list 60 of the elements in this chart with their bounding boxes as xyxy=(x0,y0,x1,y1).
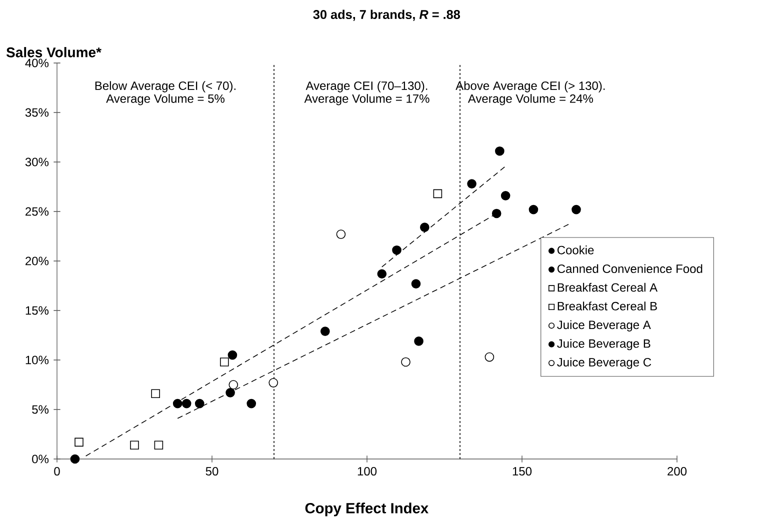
point xyxy=(172,398,182,408)
legend-label: Breakfast Cereal A xyxy=(558,282,658,292)
point xyxy=(246,398,256,408)
point xyxy=(495,146,504,156)
point xyxy=(377,269,387,279)
legend-label: Juice Beverage B xyxy=(557,338,650,350)
point xyxy=(320,326,330,336)
y-tick-label: 15% xyxy=(26,306,49,315)
annotation: Above Average CEI (> 130). xyxy=(456,81,605,92)
y-tick-label: 25% xyxy=(26,207,49,216)
point xyxy=(130,440,139,450)
point xyxy=(228,380,238,390)
x-axis-title: Copy Effect Index xyxy=(305,502,428,516)
point xyxy=(70,454,80,464)
legend-label: Cookie xyxy=(557,246,594,254)
point xyxy=(500,190,510,200)
point xyxy=(226,388,235,398)
point xyxy=(414,336,424,346)
point xyxy=(420,222,430,232)
legend-label: Breakfast Cereal B xyxy=(558,302,657,310)
point xyxy=(528,204,538,214)
point xyxy=(336,230,346,239)
annotation: Average Volume = 24% xyxy=(468,94,594,106)
point xyxy=(411,279,421,288)
point xyxy=(220,358,229,366)
point xyxy=(194,398,204,408)
point xyxy=(268,378,278,388)
point xyxy=(467,179,476,188)
point xyxy=(182,398,192,408)
legend-label: Juice Beverage A xyxy=(557,320,651,332)
y-axis-title: Sales Volume* xyxy=(6,47,102,58)
y-tick-label: 35% xyxy=(25,108,49,117)
point xyxy=(392,245,402,255)
point xyxy=(154,440,164,450)
legend-label: Juice Beverage C xyxy=(557,358,652,369)
legend-label: Canned Convenience Food xyxy=(557,264,702,274)
x-tick-label: 0 xyxy=(54,467,60,476)
point xyxy=(433,189,442,198)
y-tick-label: 10% xyxy=(26,356,49,364)
point xyxy=(492,208,502,218)
x-tick-label: 100 xyxy=(358,467,377,476)
point xyxy=(572,204,581,214)
x-tick-label: 150 xyxy=(512,467,532,476)
point xyxy=(484,352,494,362)
y-tick-label: 5% xyxy=(32,405,49,414)
y-tick-label: 40% xyxy=(25,58,49,68)
point xyxy=(401,357,410,367)
y-tick-label: 20% xyxy=(26,256,49,266)
annotation: Average Volume = 5% xyxy=(106,94,224,106)
y-tick-label: 30% xyxy=(25,158,49,166)
point xyxy=(151,389,160,398)
annotation: Average CEI (70–130). xyxy=(306,81,428,92)
y-tick-label: 0% xyxy=(32,454,49,464)
point xyxy=(228,350,238,360)
annotation: Average Volume = 17% xyxy=(304,94,430,106)
x-tick-label: 200 xyxy=(668,467,687,476)
chart-title: 30 ads, 7 brands, R = .88 xyxy=(313,10,460,21)
point xyxy=(74,438,84,447)
x-tick-label: 50 xyxy=(206,467,218,476)
annotation: Below Average CEI (< 70). xyxy=(95,81,236,92)
